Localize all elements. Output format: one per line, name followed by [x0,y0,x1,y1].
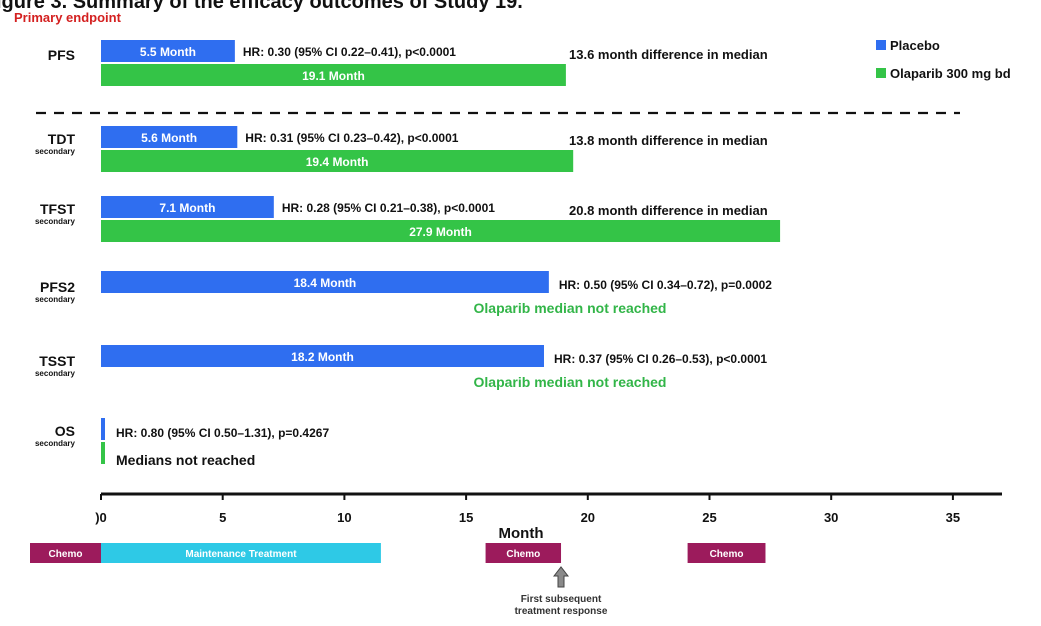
legend-label: Olaparib 300 mg bd [890,66,1011,81]
endpoint-role-label: secondary [35,217,76,226]
legend-label: Placebo [890,38,940,53]
median-not-reached-note: Olaparib median not reached [474,300,667,316]
timeline-segment: Maintenance Treatment [101,543,381,563]
endpoint-role-label: secondary [35,295,76,304]
placebo-bar [101,418,105,440]
chemo-segment [30,543,101,563]
placebo-bar [101,345,544,367]
timeline-segment-label: Chemo [506,549,540,560]
median-not-reached-note: Olaparib median not reached [474,374,667,390]
x-axis-tick-label: 35 [946,510,960,525]
x-axis-tick-label: )0 [95,510,107,525]
hazard-ratio-text: HR: 0.80 (95% CI 0.50–1.31), p=0.4267 [116,426,329,440]
olaparib-bar [101,220,781,242]
hazard-ratio-text: HR: 0.37 (95% CI 0.26–0.53), p<0.0001 [554,352,767,366]
legend-swatch [876,68,886,78]
timeline-segment-label: Chemo [49,549,83,560]
median-difference-text: 20.8 month difference in median [569,203,768,218]
endpoint-label: PFS [48,47,75,63]
olaparib-bar-label: 27.9 Month [409,225,472,239]
timeline-segment-label: Chemo [710,549,744,560]
chemo-segment [687,543,766,563]
arrow-caption: First subsequent [521,594,602,605]
placebo-bar-label: 7.1 Month [159,201,215,215]
primary-endpoint-label: Primary endpoint [14,10,122,25]
olaparib-bar [101,64,566,86]
endpoint-label: TFST [40,201,75,217]
endpoint-label: TSST [39,353,75,369]
x-axis-tick-label: 5 [219,510,226,525]
timeline-segment: Chemo [687,543,766,563]
chemo-segment [485,543,562,563]
hazard-ratio-text: HR: 0.31 (95% CI 0.23–0.42), p<0.0001 [245,131,458,145]
endpoint-label: PFS2 [40,279,75,295]
placebo-bar [101,271,549,293]
median-not-reached-note: Medians not reached [116,452,255,468]
timeline-segment: Chemo [485,543,562,563]
figure-heading: igure 3. Summary of the efficacy outcome… [0,0,523,13]
x-axis-tick-label: 20 [581,510,595,525]
hazard-ratio-text: HR: 0.50 (95% CI 0.34–0.72), p=0.0002 [559,278,772,292]
endpoint-role-label: secondary [35,439,76,448]
placebo-bar-label: 18.2 Month [291,350,354,364]
placebo-bar [101,40,235,62]
hazard-ratio-text: HR: 0.28 (95% CI 0.21–0.38), p<0.0001 [282,201,495,215]
x-axis-tick-label: 30 [824,510,838,525]
x-axis-tick-label: 25 [702,510,716,525]
x-axis-title: Month [499,525,544,542]
maintenance-segment [101,543,381,563]
endpoint-label: TDT [48,131,76,147]
x-axis-tick-label: 10 [337,510,351,525]
placebo-bar-label: 5.6 Month [141,131,197,145]
olaparib-bar [101,442,105,464]
up-arrow-icon [552,566,570,588]
median-difference-text: 13.8 month difference in median [569,133,768,148]
timeline-segment-label: Maintenance Treatment [185,549,297,560]
olaparib-bar-label: 19.1 Month [302,69,365,83]
arrow-caption: treatment response [515,606,608,617]
endpoint-role-label: secondary [35,147,76,156]
hazard-ratio-text: HR: 0.30 (95% CI 0.22–0.41), p<0.0001 [243,45,456,59]
endpoint-label: OS [55,423,75,439]
x-axis-tick-label: 15 [459,510,473,525]
placebo-bar-label: 18.4 Month [294,276,357,290]
timeline-segment: Chemo [30,543,101,563]
median-difference-text: 13.6 month difference in median [569,47,768,62]
placebo-bar-label: 5.5 Month [140,45,196,59]
olaparib-bar-label: 19.4 Month [306,155,369,169]
placebo-bar [101,196,274,218]
olaparib-bar [101,150,574,172]
endpoint-role-label: secondary [35,369,76,378]
legend-swatch [876,40,886,50]
placebo-bar [101,126,238,148]
